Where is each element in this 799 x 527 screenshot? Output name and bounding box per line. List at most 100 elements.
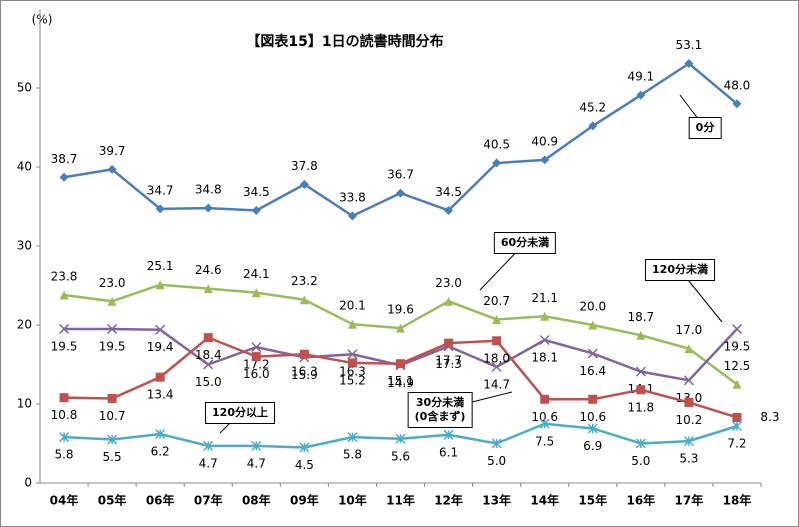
data-label: 38.7 <box>51 152 78 166</box>
data-label: 21.1 <box>531 291 558 305</box>
data-label: 13.4 <box>147 388 174 402</box>
data-label: 34.5 <box>243 185 270 199</box>
x-tick-label: 12年 <box>434 493 463 508</box>
marker <box>347 211 357 221</box>
data-label: 4.5 <box>295 458 314 472</box>
data-label: 11.8 <box>627 400 654 414</box>
marker <box>588 121 598 131</box>
marker <box>251 342 262 353</box>
marker <box>395 433 406 444</box>
data-label: 10.6 <box>531 410 558 424</box>
marker <box>203 203 213 213</box>
marker <box>731 421 742 432</box>
marker <box>684 344 694 354</box>
data-label: 10.6 <box>579 410 606 424</box>
marker <box>396 359 405 369</box>
series-label: 60分未満 <box>493 232 557 254</box>
marker <box>203 359 214 370</box>
marker <box>731 323 742 334</box>
data-label: 24.1 <box>243 267 270 281</box>
series-label: 0分 <box>688 117 722 139</box>
data-label: 18.4 <box>195 348 222 362</box>
data-label: 16.3 <box>291 365 318 379</box>
marker <box>539 418 550 429</box>
data-label: 18.0 <box>483 351 510 365</box>
marker <box>492 158 502 168</box>
marker <box>347 349 358 360</box>
data-label: 19.5 <box>51 339 78 353</box>
marker <box>155 324 166 335</box>
data-label: 6.2 <box>151 445 170 459</box>
marker <box>684 59 694 69</box>
x-tick-label: 08年 <box>242 493 271 508</box>
marker <box>443 429 454 440</box>
x-tick-label: 13年 <box>482 493 511 508</box>
x-tick-label: 09年 <box>290 493 319 508</box>
data-label: 5.3 <box>679 452 698 466</box>
marker <box>636 330 646 340</box>
y-tick-label: 50 <box>17 81 32 95</box>
data-label: 34.8 <box>195 183 222 197</box>
marker <box>732 379 742 389</box>
marker <box>155 204 165 214</box>
marker <box>203 284 213 294</box>
data-label: 24.6 <box>195 263 222 277</box>
x-tick-label: 11年 <box>386 493 415 508</box>
data-label: 15.2 <box>339 373 366 387</box>
data-label: 14.7 <box>483 377 510 391</box>
data-label: 19.4 <box>147 340 174 354</box>
marker <box>107 296 117 306</box>
data-label: 45.2 <box>579 100 606 114</box>
data-label: 15.0 <box>195 375 222 389</box>
marker <box>203 333 213 343</box>
marker <box>299 295 309 305</box>
y-axis-label: (%) <box>32 13 53 27</box>
marker <box>107 323 118 334</box>
data-label: 19.6 <box>387 303 414 317</box>
marker <box>203 440 214 451</box>
data-label: 19.5 <box>99 339 126 353</box>
marker <box>251 440 262 451</box>
marker <box>732 99 742 109</box>
data-label: 10.7 <box>99 409 126 423</box>
data-label: 5.8 <box>343 448 362 462</box>
series-label: 30分未満 (0含まず) <box>407 392 473 428</box>
x-tick-label: 18年 <box>723 493 752 508</box>
marker <box>636 385 646 395</box>
x-tick-label: 14年 <box>530 493 559 508</box>
marker <box>347 432 358 443</box>
data-label: 7.5 <box>535 434 554 448</box>
data-label: 7.2 <box>727 437 746 451</box>
marker <box>636 90 646 100</box>
marker <box>299 442 310 453</box>
marker <box>587 423 598 434</box>
marker <box>59 290 69 300</box>
data-label: 53.1 <box>676 38 703 52</box>
data-label: 5.0 <box>631 454 650 468</box>
marker <box>732 412 742 422</box>
data-label: 20.1 <box>339 299 366 313</box>
marker <box>588 394 598 404</box>
data-label: 20.0 <box>579 300 606 314</box>
data-label: 18.1 <box>531 351 558 365</box>
data-label: 37.8 <box>291 159 318 173</box>
marker <box>492 314 502 324</box>
data-label: 16.0 <box>243 367 270 381</box>
marker <box>107 393 117 403</box>
data-label: 34.5 <box>435 185 462 199</box>
marker <box>59 432 70 443</box>
data-label: 34.7 <box>147 183 174 197</box>
marker <box>155 372 165 382</box>
data-label: 25.1 <box>147 259 174 273</box>
data-label: 5.8 <box>54 448 73 462</box>
y-tick-label: 20 <box>17 318 32 332</box>
marker <box>59 172 69 182</box>
marker <box>540 394 550 404</box>
x-tick-label: 17年 <box>675 493 704 508</box>
marker <box>540 155 550 165</box>
series-label: 120分未満 <box>645 259 715 281</box>
marker <box>107 434 118 445</box>
y-tick-label: 40 <box>17 160 32 174</box>
data-label: 18.7 <box>627 310 654 324</box>
